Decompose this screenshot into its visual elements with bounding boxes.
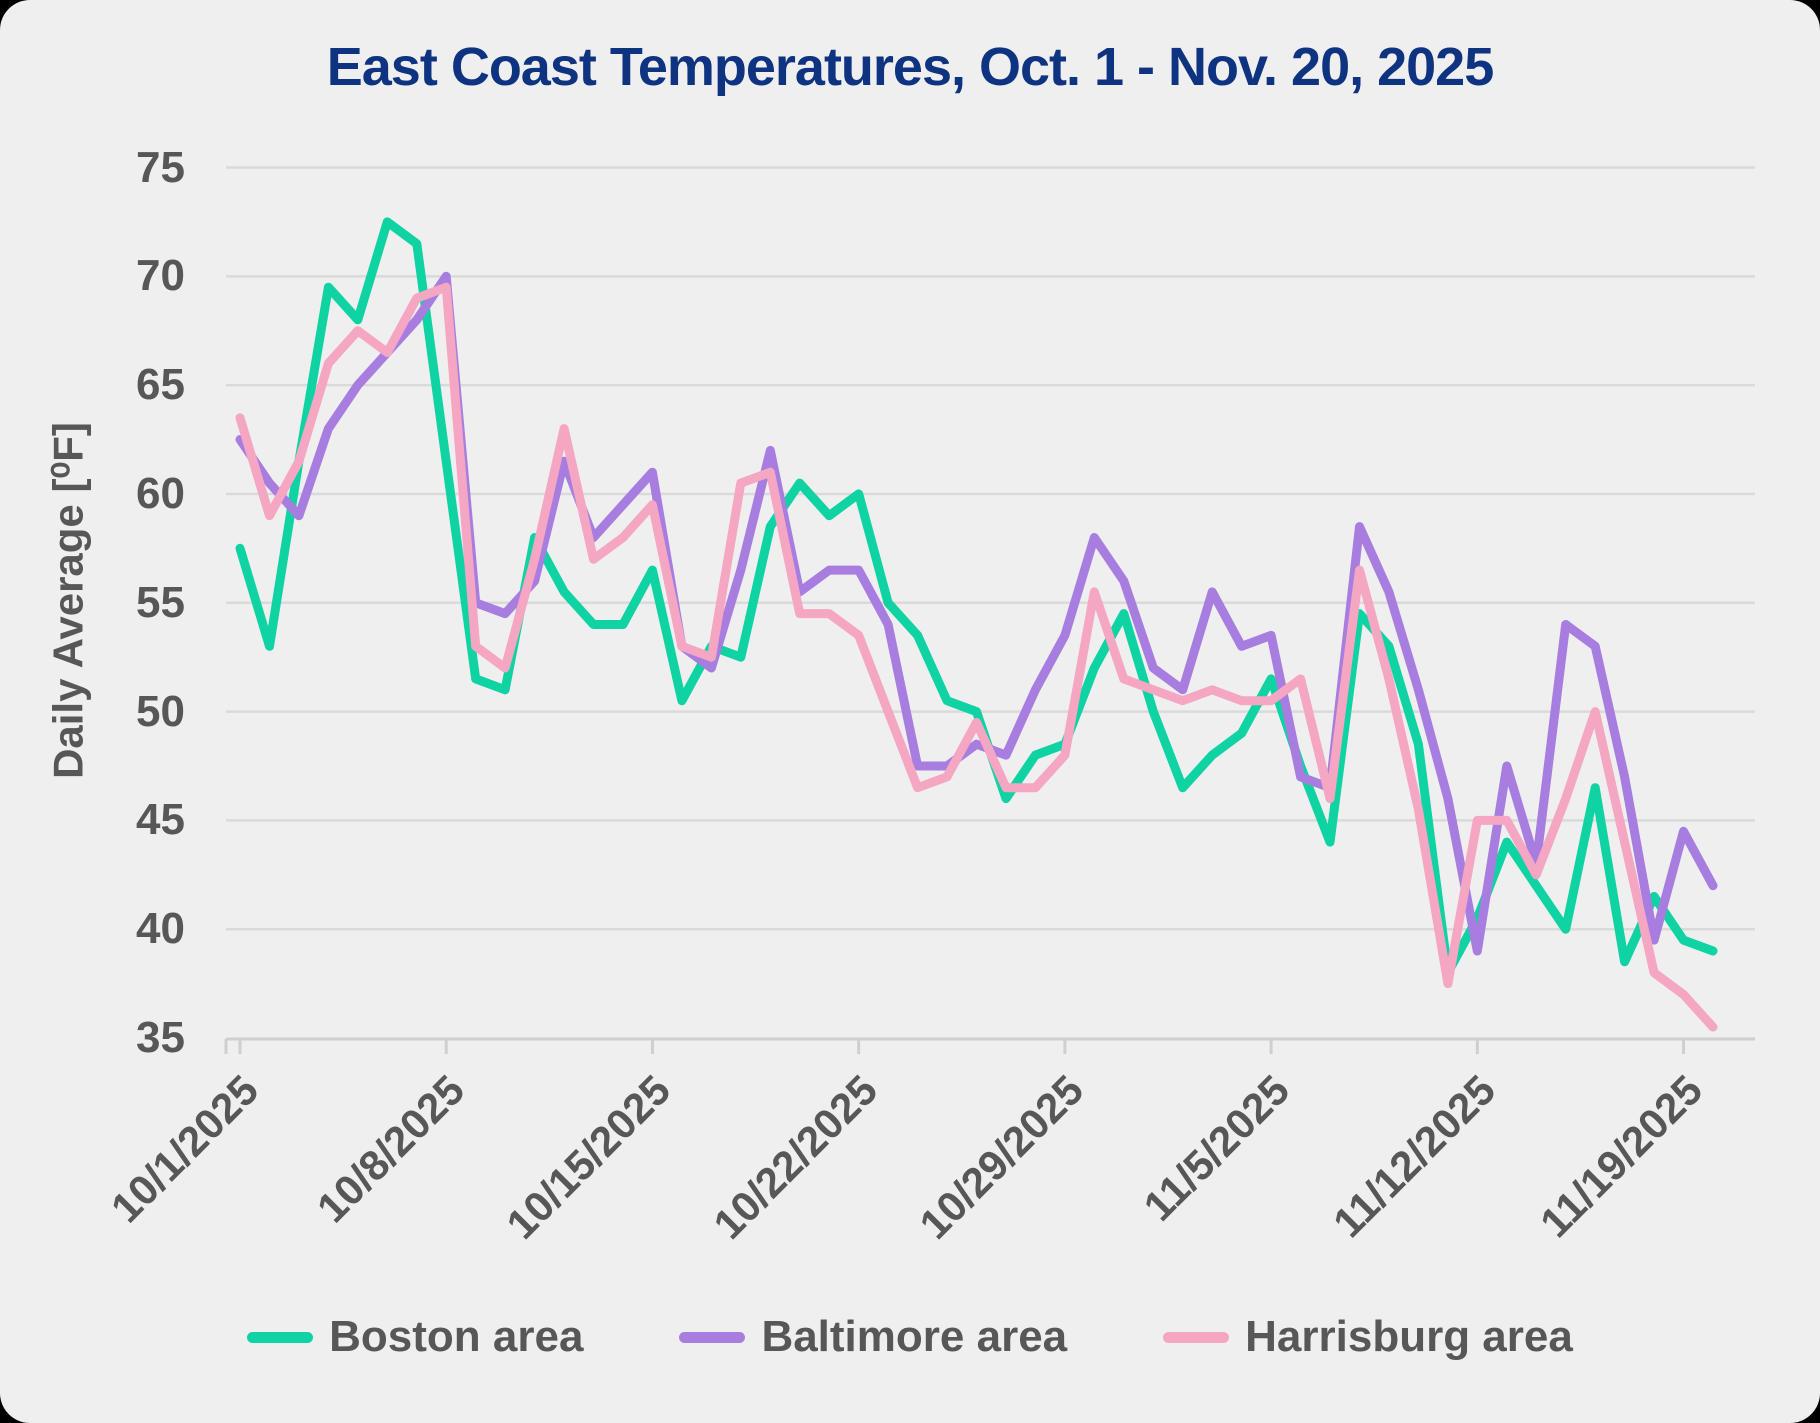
legend: Boston area Baltimore area Harrisburg ar… [0, 1312, 1820, 1362]
legend-item-baltimore-area: Baltimore area [679, 1312, 1067, 1362]
y-tick-label-70: 70 [136, 251, 185, 301]
legend-label: Baltimore area [761, 1312, 1068, 1361]
chart-title: East Coast Temperatures, Oct. 1 - Nov. 2… [326, 37, 1495, 97]
y-tick-label-75: 75 [136, 142, 185, 192]
legend-label: Boston area [329, 1312, 584, 1361]
legend-item-harrisburg-area: Harrisburg area [1163, 1312, 1573, 1362]
legend-item-boston-area: Boston area [247, 1312, 583, 1362]
legend-swatch-baltimore-area [679, 1331, 746, 1343]
series-line-boston-area [235, 217, 1718, 978]
y-tick-label-55: 55 [136, 577, 185, 627]
legend-swatch-boston-area [247, 1331, 314, 1343]
y-tick-label-65: 65 [136, 360, 185, 410]
y-tick-label-40: 40 [136, 904, 185, 954]
series-line-baltimore-area [235, 271, 1718, 956]
y-tick-label-50: 50 [136, 686, 185, 736]
y-tick-label-35: 35 [136, 1013, 185, 1062]
y-tick-label-45: 45 [136, 795, 185, 845]
y-tick-label-60: 60 [136, 468, 185, 518]
legend-swatch-harrisburg-area [1163, 1331, 1230, 1343]
legend-label: Harrisburg area [1245, 1312, 1573, 1361]
series-line-harrisburg-area [235, 282, 1718, 1032]
